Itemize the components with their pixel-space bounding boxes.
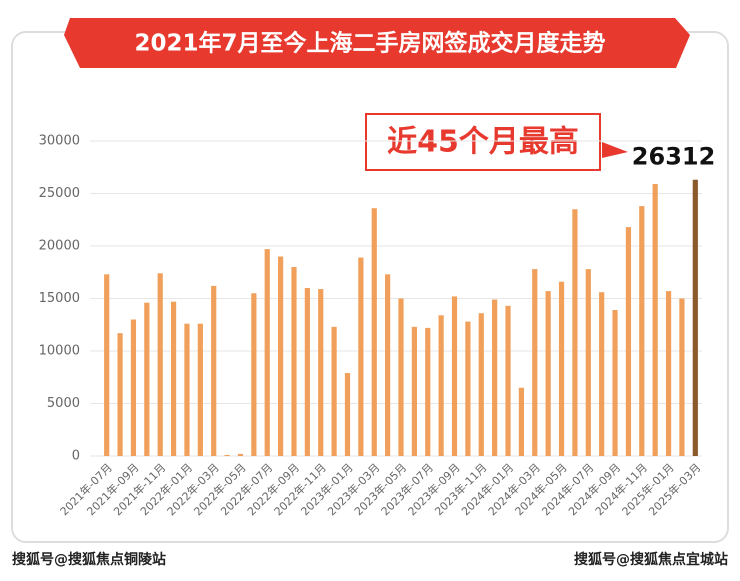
- chart-title: 2021年7月至今上海二手房网签成交月度走势: [134, 30, 605, 57]
- bar: [278, 256, 284, 456]
- annotation: 近45个月最高: [387, 125, 579, 160]
- bar: [358, 257, 364, 456]
- bar: [304, 288, 310, 456]
- bar: [197, 323, 203, 456]
- bar: [585, 269, 591, 456]
- data-label: 26312: [632, 143, 716, 171]
- title-banner: [64, 18, 690, 68]
- annotation-box: [365, 113, 601, 171]
- y-tick-label: 5000: [47, 396, 80, 411]
- bar: [157, 273, 163, 456]
- bar: [331, 326, 337, 456]
- bar: [184, 323, 190, 456]
- bar: [612, 310, 618, 456]
- bar: [572, 209, 578, 456]
- y-tick-label: 30000: [39, 134, 80, 149]
- y-tick-label: 25000: [39, 186, 80, 201]
- bar: [224, 454, 230, 456]
- bar: [144, 302, 150, 456]
- bar: [465, 321, 471, 456]
- bar: [237, 453, 244, 456]
- bar: [425, 327, 431, 456]
- bar: [451, 296, 458, 456]
- y-tick-label: 10000: [39, 344, 80, 359]
- annotation-pointer: [602, 142, 628, 158]
- bar: [251, 293, 257, 456]
- bar: [291, 267, 297, 456]
- bar: [679, 298, 685, 456]
- bar: [478, 313, 484, 456]
- bar: [130, 319, 137, 456]
- y-tick-label: 20000: [39, 239, 80, 254]
- bar: [104, 274, 110, 456]
- bar: [211, 285, 217, 456]
- bar: [438, 315, 444, 456]
- bar: [411, 326, 417, 456]
- bar: [505, 305, 511, 456]
- bar: [385, 274, 391, 456]
- bar: [692, 179, 698, 456]
- watermark: 搜狐号@搜狐焦点铜陵站: [12, 551, 166, 568]
- bar: [344, 373, 351, 456]
- bar: [117, 333, 123, 456]
- bar: [625, 227, 632, 456]
- bar: [398, 298, 404, 456]
- bar: [639, 206, 645, 456]
- bar: [599, 292, 605, 456]
- bar: [652, 184, 658, 457]
- bar: [371, 208, 377, 456]
- bar: [518, 387, 524, 456]
- watermark: 搜狐号@搜狐焦点宜城站: [574, 551, 728, 568]
- bar: [264, 249, 270, 456]
- bar: [318, 289, 324, 456]
- bar: [545, 291, 551, 456]
- bar: [492, 299, 498, 456]
- bar: [170, 301, 177, 456]
- y-tick-label: 15000: [39, 291, 80, 306]
- bar: [665, 291, 672, 456]
- y-tick-label: 0: [72, 449, 80, 464]
- bar: [558, 281, 565, 456]
- bar: [532, 269, 538, 456]
